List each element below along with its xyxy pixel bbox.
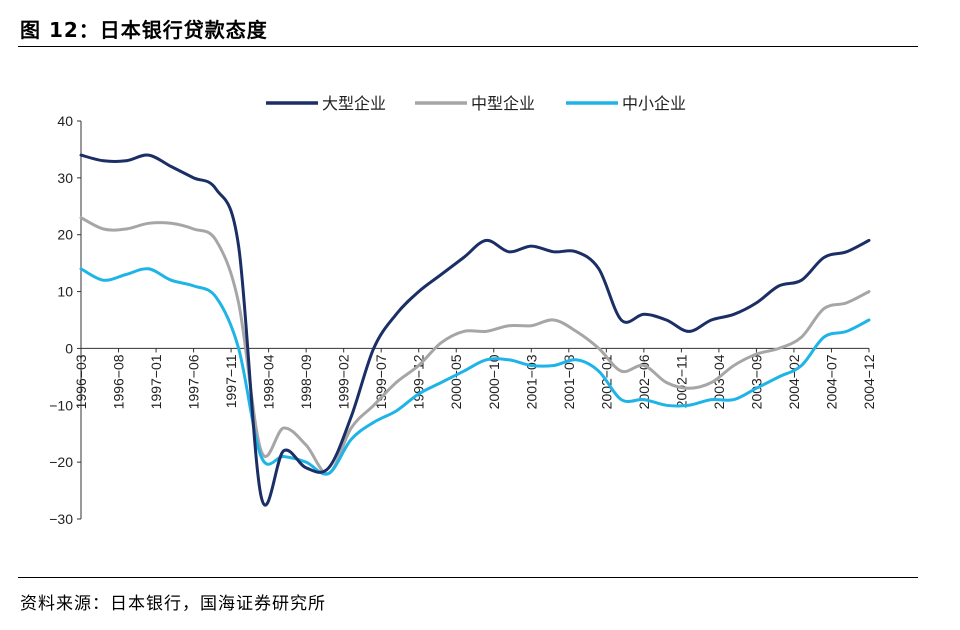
chart-axes: 40 30 20 10 0 −10 −20 −30 1996−03 1996−08 1997−01 1… bbox=[49, 113, 877, 527]
series-line-1 bbox=[79, 216, 871, 476]
y-tick-label: −10 bbox=[49, 397, 73, 413]
x-tick-label: 1997−11 bbox=[223, 354, 239, 408]
x-tick-label: 2004−07 bbox=[823, 354, 839, 409]
top-divider bbox=[18, 46, 918, 47]
x-tick-label: 1997−01 bbox=[148, 354, 164, 409]
x-tick-label: 1999−07 bbox=[373, 354, 389, 409]
y-tick-label: 20 bbox=[57, 227, 73, 243]
x-tick-label: 2001−03 bbox=[523, 354, 539, 409]
x-tick-label: 2001−08 bbox=[561, 354, 577, 409]
y-tick-label: 30 bbox=[57, 170, 73, 186]
bottom-divider bbox=[18, 577, 918, 578]
x-tick-label: 2003−09 bbox=[748, 354, 764, 409]
x-tick-label: 1996−03 bbox=[73, 354, 89, 409]
x-tick-label: 2000−05 bbox=[448, 354, 464, 409]
x-tick-label: 1997−06 bbox=[186, 354, 202, 409]
x-tick-label: 2004−12 bbox=[861, 354, 877, 409]
series-line-2 bbox=[79, 267, 871, 476]
x-tick-label: 1996−08 bbox=[111, 354, 127, 409]
x-tick-label: 1998−04 bbox=[261, 354, 277, 409]
y-tick-label: 0 bbox=[65, 340, 73, 356]
x-tick-label: 1999−12 bbox=[411, 354, 427, 409]
y-tick-label: −30 bbox=[49, 511, 73, 527]
legend-label-0: 大型企业 bbox=[322, 94, 386, 113]
y-tick-label: 10 bbox=[57, 284, 73, 300]
x-tick-label: 2003−04 bbox=[711, 354, 727, 409]
legend-label-2: 中小企业 bbox=[622, 94, 686, 113]
chart-legend: 大型企业 中型企业 中小企业 bbox=[266, 94, 686, 113]
x-tick-label: 2004−02 bbox=[786, 354, 802, 409]
x-tick-label: 2000−10 bbox=[486, 354, 502, 409]
legend-label-1: 中型企业 bbox=[471, 94, 535, 113]
figure-title: 图 12：日本银行贷款态度 bbox=[20, 18, 268, 42]
x-tick-label: 2002−11 bbox=[673, 354, 689, 408]
y-tick-label: 40 bbox=[57, 113, 73, 129]
series-line-0 bbox=[79, 153, 871, 507]
x-tick-label: 1999−02 bbox=[336, 354, 352, 409]
source-note: 资料来源：日本银行，国海证券研究所 bbox=[20, 594, 326, 614]
y-tick-label: −20 bbox=[49, 454, 73, 470]
line-chart: 40 30 20 10 0 −10 −20 −30 1996−03 1996−08 1997−01 1… bbox=[49, 94, 877, 527]
x-tick-label: 1998−09 bbox=[298, 354, 314, 409]
chart-series bbox=[79, 153, 871, 507]
